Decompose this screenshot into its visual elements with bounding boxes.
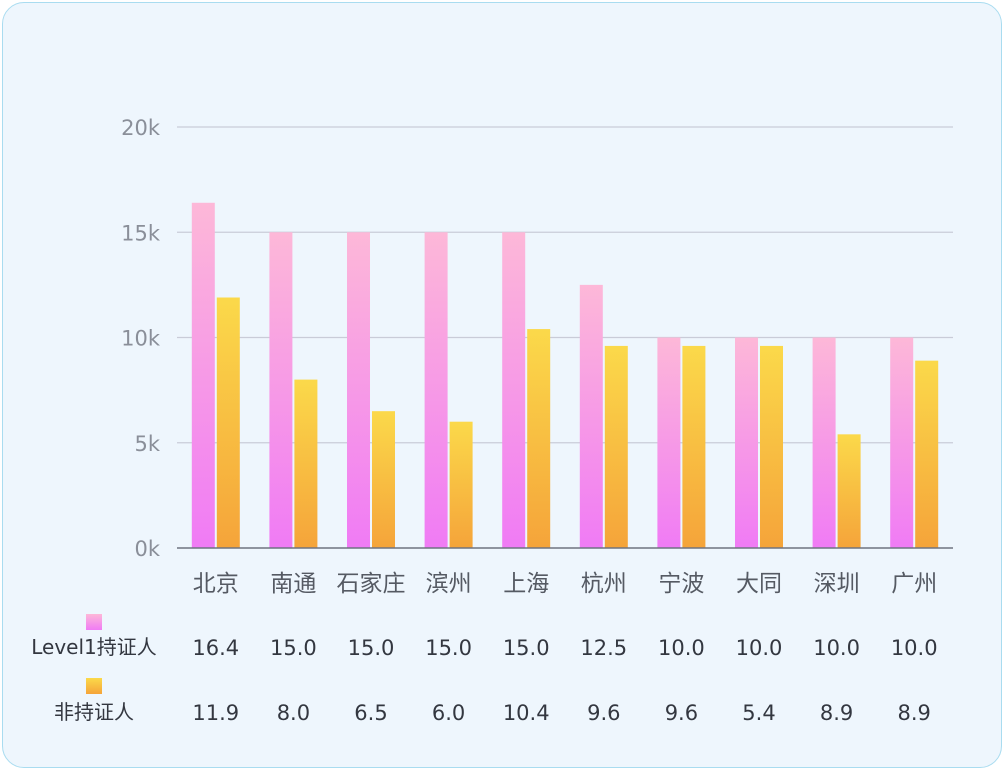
bar-non-certified-8 — [837, 434, 861, 548]
table-cell: 8.0 — [277, 701, 310, 725]
bar-level1-6 — [657, 337, 681, 548]
table-cell: 15.0 — [270, 636, 317, 660]
x-tick-label: 深圳 — [814, 571, 860, 597]
bar-level1-7 — [735, 337, 758, 548]
x-tick-label: 石家庄 — [337, 571, 406, 597]
table-cell: 6.5 — [354, 701, 387, 725]
y-tick-label: 15k — [121, 221, 161, 245]
bar-non-certified-3 — [449, 421, 473, 548]
bar-level1-3 — [424, 232, 448, 548]
x-tick-label: 上海 — [503, 571, 549, 597]
x-tick-label: 滨州 — [426, 571, 472, 597]
table-cell: 10.0 — [736, 636, 783, 660]
table-cell: 10.0 — [813, 636, 860, 660]
table-cell: 12.5 — [580, 636, 627, 660]
table-cell: 9.6 — [587, 701, 620, 725]
table-cell: 15.0 — [348, 636, 395, 660]
bar-level1-9 — [890, 337, 914, 548]
bars — [191, 202, 939, 548]
bar-non-certified-4 — [527, 329, 551, 548]
bar-non-certified-9 — [915, 360, 939, 548]
table-cell: 15.0 — [503, 636, 550, 660]
bar-level1-4 — [502, 232, 526, 548]
x-tick-label: 南通 — [270, 571, 316, 597]
x-tick-label: 杭州 — [581, 571, 627, 597]
x-tick-label: 北京 — [193, 571, 239, 597]
bar-level1-2 — [347, 232, 370, 548]
y-tick-label: 10k — [121, 327, 161, 351]
bar-non-certified-6 — [682, 345, 706, 548]
table-cell: 6.0 — [432, 701, 465, 725]
bar-non-certified-0 — [216, 297, 240, 548]
table-cell: 11.9 — [192, 701, 239, 725]
table-cell: 8.9 — [897, 701, 930, 725]
legend-label: 非持证人 — [54, 700, 134, 724]
bar-non-certified-1 — [294, 379, 318, 548]
table-cell: 10.0 — [891, 636, 938, 660]
y-tick-label: 5k — [134, 432, 160, 456]
grid-lines — [177, 126, 953, 444]
x-tick-label: 广州 — [891, 571, 937, 597]
x-tick-label: 宁波 — [658, 571, 704, 597]
bar-level1-1 — [269, 232, 293, 548]
legend-swatch — [86, 614, 102, 630]
legend-swatch — [86, 678, 102, 694]
y-tick-label: 20k — [121, 116, 161, 140]
x-axis: 北京 南通 石家庄 滨州 上海 杭州 宁波 大同 深圳 广州 — [193, 571, 937, 597]
data-table: Level1持证人 16.4 15.0 15.0 15.0 15.0 12.5 10.0 10.… — [31, 614, 938, 725]
bar-non-certified-7 — [760, 345, 783, 548]
bar-level1-5 — [579, 284, 603, 548]
table-cell: 5.4 — [742, 701, 775, 725]
bar-non-certified-2 — [372, 411, 395, 548]
bar-level1-0 — [191, 202, 215, 548]
table-cell: 10.4 — [503, 701, 550, 725]
table-cell: 15.0 — [425, 636, 472, 660]
legend-label: Level1持证人 — [31, 635, 157, 659]
bar-non-certified-5 — [604, 345, 628, 548]
bar-level1-8 — [812, 337, 836, 548]
table-cell: 9.6 — [665, 701, 698, 725]
y-tick-label: 0k — [134, 537, 160, 561]
table-cell: 10.0 — [658, 636, 705, 660]
y-axis: 0k 5k 10k 15k 20k — [121, 116, 161, 561]
table-cell: 8.9 — [820, 701, 853, 725]
table-cell: 16.4 — [192, 636, 239, 660]
x-tick-label: 大同 — [736, 571, 782, 597]
